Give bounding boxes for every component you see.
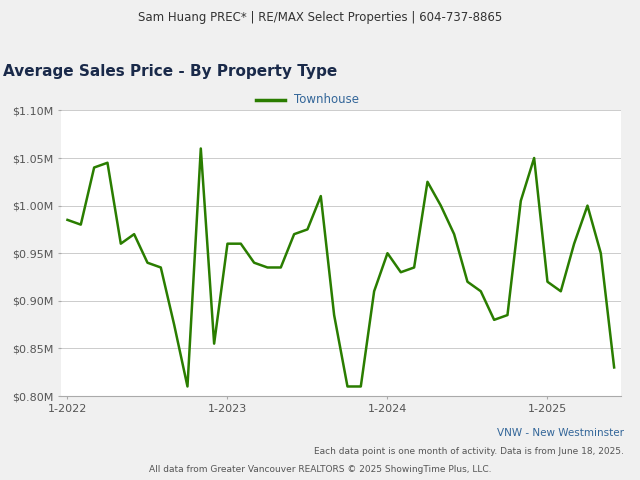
Text: Average Sales Price - By Property Type: Average Sales Price - By Property Type [3, 64, 337, 79]
Text: All data from Greater Vancouver REALTORS © 2025 ShowingTime Plus, LLC.: All data from Greater Vancouver REALTORS… [148, 465, 492, 474]
Text: Townhouse: Townhouse [294, 93, 360, 107]
Text: Each data point is one month of activity. Data is from June 18, 2025.: Each data point is one month of activity… [314, 447, 624, 456]
Text: VNW - New Westminster: VNW - New Westminster [497, 428, 624, 438]
Text: Sam Huang PREC* | RE/MAX Select Properties | 604-737-8865: Sam Huang PREC* | RE/MAX Select Properti… [138, 12, 502, 24]
